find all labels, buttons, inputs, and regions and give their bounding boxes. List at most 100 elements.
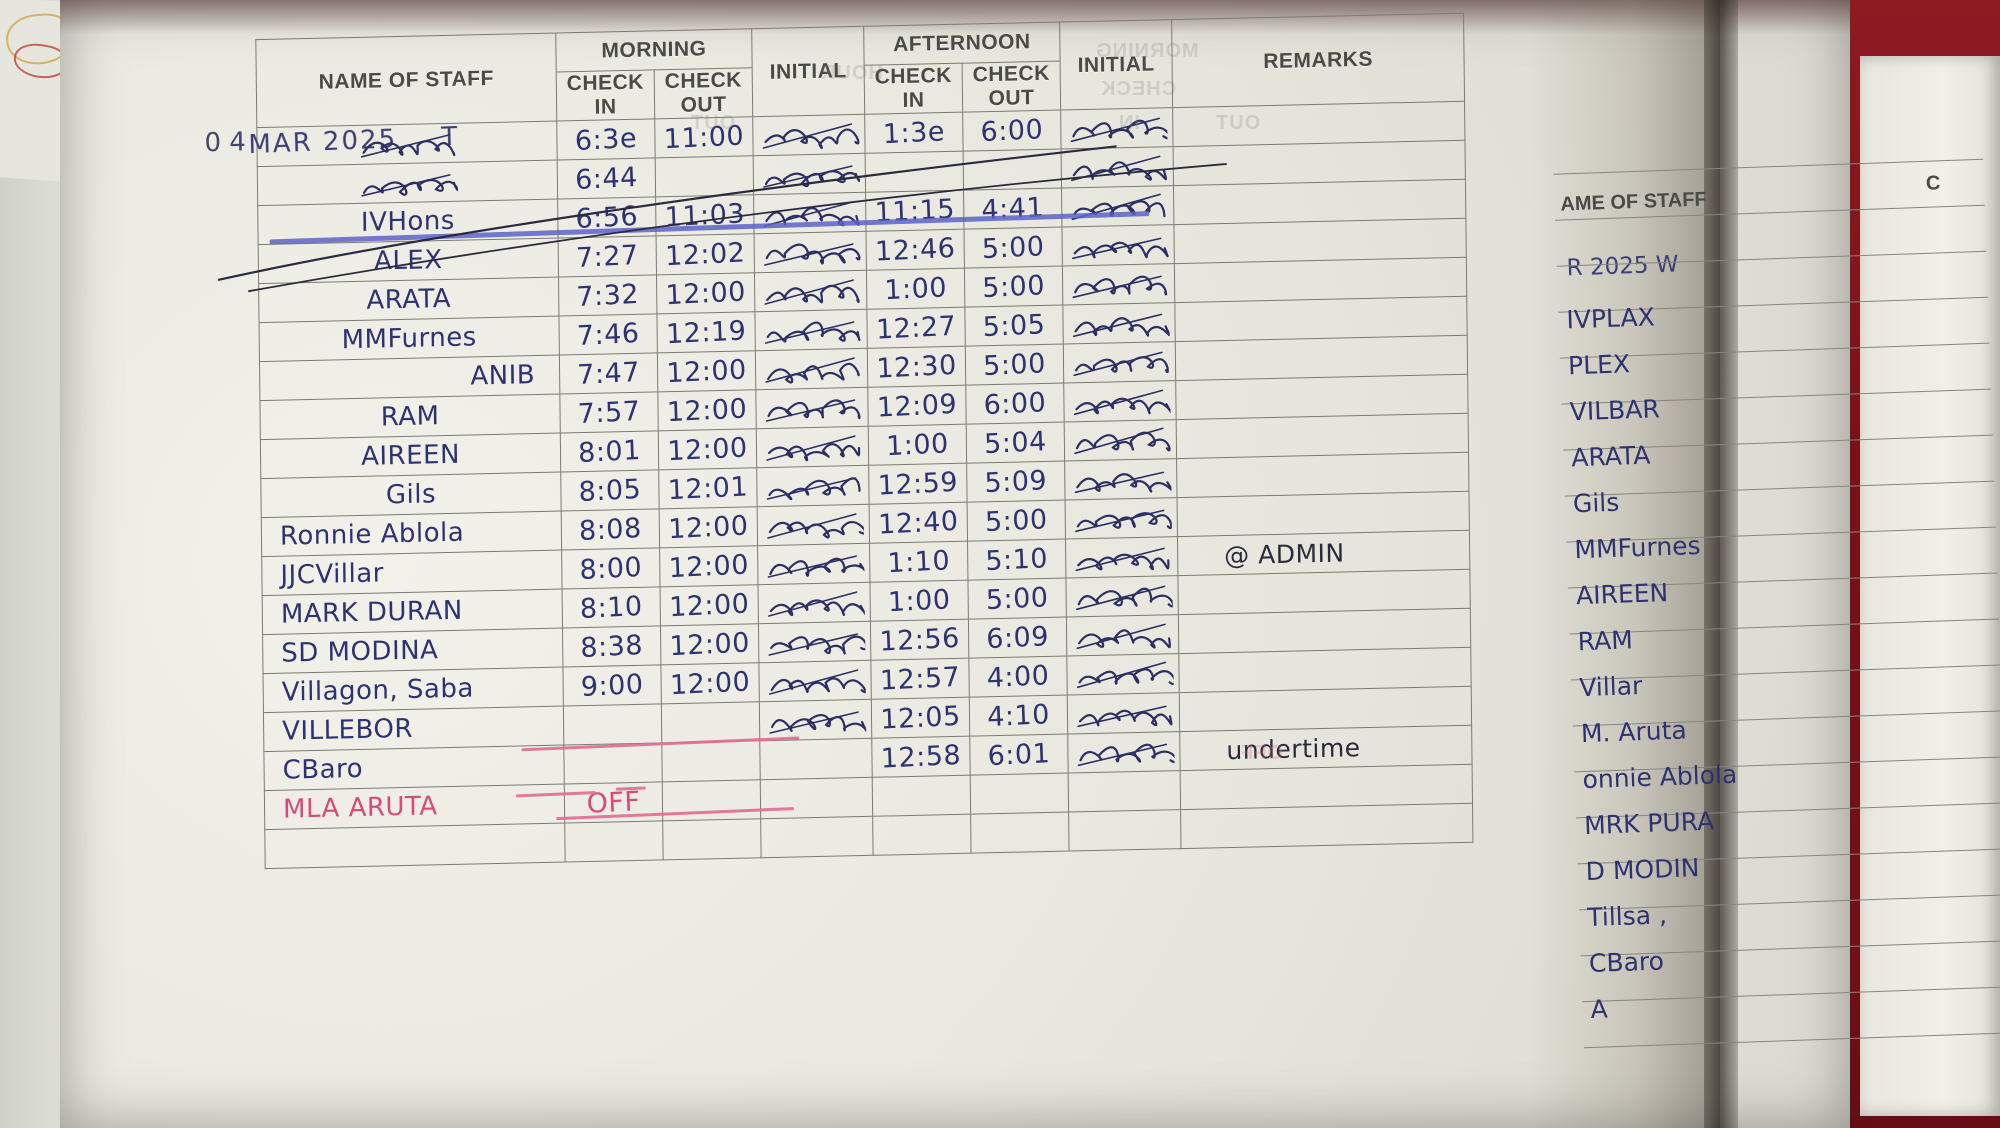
cell-afternoon-check-in[interactable]: 12:05 bbox=[871, 697, 970, 739]
cell-name[interactable] bbox=[256, 121, 558, 167]
cell-afternoon-check-in[interactable]: 1:00 bbox=[868, 424, 967, 466]
cell-afternoon-initial[interactable] bbox=[1060, 107, 1174, 150]
cell-morning-check-out[interactable] bbox=[661, 701, 760, 743]
cell-morning-check-in[interactable]: 8:38 bbox=[562, 625, 661, 668]
cell-name[interactable]: ANIB bbox=[259, 355, 560, 401]
cell-afternoon-check-out[interactable]: 5:00 bbox=[967, 500, 1066, 542]
cell-morning-check-out[interactable]: 12:00 bbox=[656, 272, 755, 314]
cell-afternoon-initial[interactable] bbox=[1068, 809, 1182, 852]
cell-morning-initial[interactable] bbox=[756, 426, 869, 468]
cell-remarks[interactable] bbox=[1176, 452, 1469, 498]
cell-morning-check-out[interactable]: 12:01 bbox=[658, 467, 758, 509]
cell-afternoon-check-in[interactable]: 12:46 bbox=[866, 229, 965, 271]
cell-name[interactable]: AIREEN bbox=[260, 433, 561, 479]
cell-afternoon-check-in[interactable]: 12:56 bbox=[870, 619, 969, 661]
cell-remarks[interactable] bbox=[1179, 686, 1472, 732]
table-row[interactable]: ANIB 7:47 12:00 12:30 5:00 bbox=[259, 335, 1468, 401]
cell-morning-check-in[interactable]: 8:05 bbox=[560, 469, 660, 512]
cell-remarks[interactable] bbox=[1177, 491, 1470, 537]
cell-name[interactable]: Ronnie Ablola bbox=[261, 511, 562, 557]
cell-afternoon-check-out[interactable] bbox=[970, 812, 1070, 854]
cell-morning-check-out[interactable]: 12:00 bbox=[659, 545, 759, 587]
cell-afternoon-initial[interactable] bbox=[1061, 185, 1174, 228]
cell-afternoon-check-in[interactable] bbox=[872, 814, 972, 856]
cell-afternoon-check-out[interactable]: 6:09 bbox=[968, 617, 1067, 659]
table-row[interactable]: SD MODINA 8:38 12:00 12:56 6:09 bbox=[262, 608, 1471, 674]
cell-afternoon-check-in[interactable]: 12:59 bbox=[868, 463, 968, 505]
cell-afternoon-check-in[interactable]: 12:30 bbox=[867, 346, 966, 388]
table-row[interactable]: AIREEN 8:01 12:00 1:00 5:04 bbox=[260, 413, 1469, 479]
cell-name[interactable]: JJCVillar bbox=[261, 550, 563, 596]
cell-afternoon-initial[interactable] bbox=[1065, 536, 1178, 579]
cell-morning-check-out[interactable]: 12:00 bbox=[660, 623, 759, 665]
cell-afternoon-check-out[interactable]: 4:00 bbox=[968, 656, 1068, 698]
cell-afternoon-check-in[interactable]: 11:15 bbox=[865, 190, 964, 232]
cell-afternoon-check-in[interactable]: 1:3e bbox=[864, 112, 964, 154]
cell-remarks[interactable] bbox=[1173, 140, 1466, 186]
cell-afternoon-check-in[interactable]: 12:58 bbox=[871, 736, 971, 778]
cell-afternoon-initial[interactable] bbox=[1066, 653, 1180, 696]
cell-morning-initial[interactable] bbox=[754, 231, 867, 273]
cell-name[interactable]: MARK DURAN bbox=[262, 589, 563, 635]
cell-afternoon-initial[interactable] bbox=[1064, 419, 1177, 462]
cell-morning-check-in[interactable]: 7:32 bbox=[558, 274, 657, 317]
table-row[interactable]: Villagon, Saba 9:00 12:00 12:57 4:00 bbox=[263, 647, 1472, 713]
cell-remarks[interactable] bbox=[1173, 218, 1467, 264]
cell-afternoon-initial[interactable] bbox=[1064, 458, 1178, 501]
cell-morning-check-in[interactable] bbox=[564, 820, 664, 863]
cell-afternoon-check-out[interactable] bbox=[963, 149, 1062, 191]
cell-morning-initial[interactable] bbox=[752, 114, 866, 156]
cell-remarks[interactable] bbox=[1175, 374, 1469, 420]
cell-afternoon-initial[interactable] bbox=[1067, 731, 1181, 774]
cell-morning-initial[interactable] bbox=[757, 543, 870, 585]
cell-remarks[interactable] bbox=[1175, 335, 1468, 381]
cell-afternoon-initial[interactable] bbox=[1062, 263, 1175, 306]
cell-name[interactable]: SD MODINA bbox=[262, 628, 563, 674]
cell-name[interactable]: ALEX bbox=[258, 238, 559, 284]
cell-morning-check-out[interactable] bbox=[662, 818, 762, 860]
cell-morning-initial[interactable] bbox=[758, 660, 872, 702]
cell-morning-initial[interactable] bbox=[759, 699, 872, 741]
table-row[interactable]: Gils 8:05 12:01 12:59 5:09 bbox=[260, 452, 1469, 518]
cell-morning-initial[interactable] bbox=[760, 777, 873, 819]
cell-morning-check-out[interactable]: 12:02 bbox=[656, 233, 755, 275]
cell-name[interactable]: RAM bbox=[259, 394, 561, 440]
table-row[interactable]: RAM 7:57 12:00 12:09 6:00 bbox=[259, 374, 1469, 440]
cell-afternoon-check-out[interactable]: 5:05 bbox=[964, 305, 1064, 347]
table-row[interactable]: MMFurnes 7:46 12:19 12:27 5:05 bbox=[259, 296, 1468, 362]
cell-name[interactable]: MLA ARUTA bbox=[264, 784, 565, 830]
cell-morning-check-in[interactable]: 6:3e bbox=[556, 118, 656, 161]
table-row[interactable]: JJCVillar 8:00 12:00 1:10 5:10 @ ADMIN bbox=[261, 530, 1470, 596]
cell-afternoon-check-in[interactable]: 12:40 bbox=[869, 502, 968, 544]
cell-morning-check-out[interactable]: 12:19 bbox=[656, 311, 756, 353]
cell-afternoon-initial[interactable] bbox=[1066, 614, 1179, 657]
cell-afternoon-check-in[interactable]: 1:10 bbox=[869, 541, 968, 583]
cell-morning-initial[interactable] bbox=[758, 582, 871, 624]
cell-remarks[interactable] bbox=[1178, 647, 1472, 693]
cell-morning-initial[interactable] bbox=[758, 621, 871, 663]
cell-afternoon-check-out[interactable]: 6:01 bbox=[969, 734, 1069, 776]
cell-morning-check-in[interactable] bbox=[563, 703, 662, 746]
cell-afternoon-check-out[interactable]: 4:41 bbox=[963, 188, 1062, 230]
cell-morning-check-out[interactable] bbox=[661, 740, 761, 782]
cell-morning-check-in[interactable]: 7:57 bbox=[559, 391, 659, 434]
cell-morning-check-out[interactable]: 12:00 bbox=[657, 350, 756, 392]
cell-afternoon-check-out[interactable]: 5:04 bbox=[966, 422, 1065, 464]
cell-afternoon-check-in[interactable]: 1:00 bbox=[869, 580, 969, 622]
cell-afternoon-initial[interactable] bbox=[1068, 770, 1181, 813]
cell-remarks[interactable] bbox=[1180, 764, 1473, 810]
table-row[interactable]: VILLEBOR 12:05 4:10 bbox=[263, 686, 1472, 752]
cell-morning-check-in[interactable]: 7:46 bbox=[558, 313, 658, 356]
cell-remarks[interactable] bbox=[1177, 569, 1471, 615]
cell-morning-check-in[interactable]: 8:08 bbox=[561, 508, 660, 551]
cell-morning-check-out[interactable]: 12:00 bbox=[658, 428, 757, 470]
cell-morning-check-out[interactable]: 12:00 bbox=[660, 584, 759, 626]
cell-name[interactable]: CBaro bbox=[263, 745, 565, 791]
cell-name[interactable] bbox=[257, 160, 558, 206]
cell-name[interactable]: ARATA bbox=[258, 277, 559, 323]
cell-afternoon-check-out[interactable]: 5:00 bbox=[965, 344, 1064, 386]
cell-morning-initial[interactable] bbox=[757, 504, 870, 546]
table-row[interactable]: Ronnie Ablola 8:08 12:00 12:40 5:00 bbox=[261, 491, 1470, 557]
cell-remarks[interactable] bbox=[1180, 803, 1473, 849]
cell-morning-check-in[interactable]: 6:44 bbox=[557, 157, 656, 200]
